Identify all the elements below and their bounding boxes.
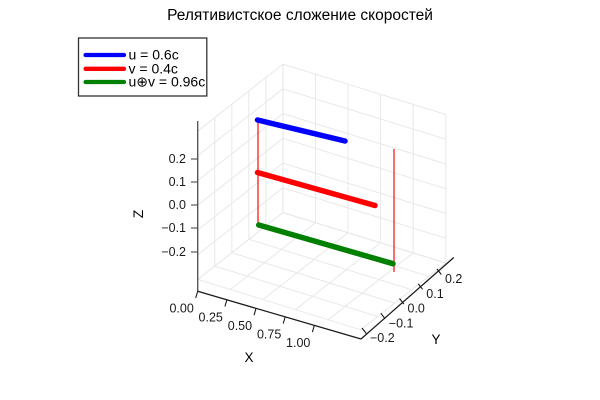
svg-text:0.75: 0.75 xyxy=(257,327,281,341)
svg-text:0.25: 0.25 xyxy=(199,310,223,324)
svg-text:0.1: 0.1 xyxy=(169,175,186,189)
svg-text:0.2: 0.2 xyxy=(445,272,462,286)
svg-text:0.2: 0.2 xyxy=(169,152,186,166)
svg-text:0.0: 0.0 xyxy=(408,302,425,316)
svg-text:X: X xyxy=(244,350,253,365)
svg-text:0.00: 0.00 xyxy=(169,302,193,316)
svg-text:−0.1: −0.1 xyxy=(389,317,414,331)
svg-text:−0.1: −0.1 xyxy=(161,221,186,235)
svg-text:0.0: 0.0 xyxy=(169,198,186,212)
svg-text:−0.2: −0.2 xyxy=(370,331,395,345)
svg-text:1.00: 1.00 xyxy=(286,336,310,350)
svg-text:0.50: 0.50 xyxy=(228,319,252,333)
svg-text:−0.2: −0.2 xyxy=(161,245,186,259)
svg-text:0.1: 0.1 xyxy=(426,287,443,301)
svg-text:Y: Y xyxy=(431,332,440,347)
svg-text:Z: Z xyxy=(130,209,146,218)
